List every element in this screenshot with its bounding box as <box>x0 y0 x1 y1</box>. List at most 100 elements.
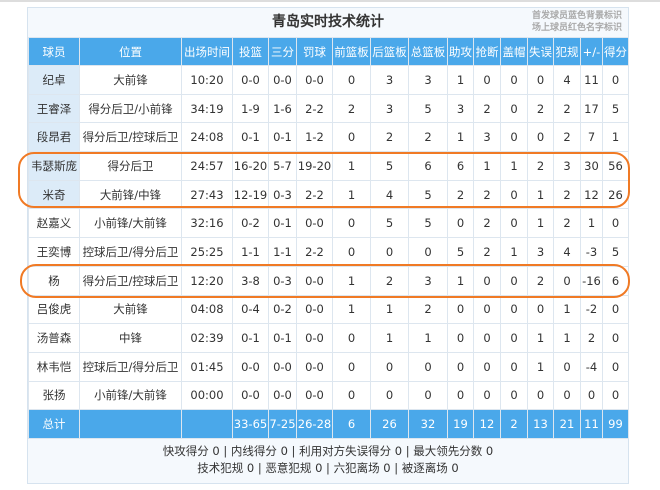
player-name[interactable]: 杨 <box>28 265 80 296</box>
stat-cell: 5 <box>447 237 474 267</box>
stat-cell: 27:43 <box>181 179 233 210</box>
stat-cell: 得分后卫/控球后卫 <box>79 265 182 296</box>
column-header[interactable]: 失误 <box>527 37 554 66</box>
stat-cell: 0 <box>473 265 501 296</box>
stat-cell: 1-1 <box>232 237 269 267</box>
column-header[interactable]: 犯规 <box>553 37 581 66</box>
stat-cell: 0 <box>602 351 629 382</box>
stat-cell: 30 <box>580 151 603 181</box>
player-name[interactable]: 纪卓 <box>28 65 80 95</box>
column-header[interactable]: +/- <box>580 37 603 66</box>
stat-cell: 小前锋/大前锋 <box>79 380 182 411</box>
stat-cell: 0 <box>553 380 581 411</box>
total-cell: 19 <box>447 409 474 440</box>
column-header[interactable]: 得分 <box>602 37 629 66</box>
stat-cell: 0-0 <box>296 208 333 239</box>
stat-cell: 0 <box>527 380 554 411</box>
stat-cell: 0 <box>370 380 409 411</box>
player-name[interactable]: 赵嘉义 <box>28 208 80 239</box>
player-name[interactable]: 王奕博 <box>28 237 80 267</box>
column-header[interactable]: 后篮板 <box>370 37 409 66</box>
column-header[interactable]: 投篮 <box>232 37 269 66</box>
player-name[interactable]: 林韦恺 <box>28 351 80 382</box>
column-header[interactable]: 球员 <box>28 37 80 66</box>
stat-cell: 0 <box>370 351 409 382</box>
stat-cell: 0 <box>408 237 448 267</box>
stat-cell: 6 <box>408 151 448 181</box>
column-header[interactable]: 出场时间 <box>181 37 233 66</box>
stat-cell: 2 <box>527 151 554 181</box>
stat-cell: 5 <box>370 208 409 239</box>
stat-cell: 17 <box>580 93 603 124</box>
stat-cell: 34:19 <box>181 93 233 124</box>
total-cell: 99 <box>602 409 629 440</box>
stat-cell: 01:45 <box>181 351 233 382</box>
stat-cell: 1 <box>332 179 371 210</box>
panel-title: 青岛实时技术统计 首发球员蓝色背景标识 场上球员红色名字标识 <box>28 8 628 37</box>
stat-cell: 0 <box>527 65 554 95</box>
stat-cell: 0 <box>473 351 501 382</box>
legend-starter: 首发球员蓝色背景标识 <box>531 11 622 21</box>
stat-cell: 5 <box>408 208 448 239</box>
column-header[interactable]: 助攻 <box>447 37 474 66</box>
stat-cell: -3 <box>580 237 603 267</box>
summary-footer: 快攻得分 0 | 内线得分 0 | 利用对方失误得分 0 | 最大领先分数 0 … <box>28 439 628 483</box>
stat-cell: 控球后卫/得分后卫 <box>79 237 182 267</box>
column-header[interactable]: 罚球 <box>296 37 333 66</box>
stat-cell: 0 <box>580 380 603 411</box>
stat-cell: 0 <box>553 351 581 382</box>
player-name[interactable]: 韦瑟斯庞 <box>28 151 80 181</box>
stat-cell: 2-2 <box>296 93 333 124</box>
stat-cell: 2-2 <box>296 237 333 267</box>
stat-cell: 0 <box>500 380 528 411</box>
stat-cell: 0-0 <box>268 351 297 382</box>
player-name[interactable]: 汤普森 <box>28 323 80 353</box>
column-header[interactable]: 前篮板 <box>332 37 371 66</box>
stat-cell: 0-1 <box>232 122 269 153</box>
stat-cell: 12-19 <box>232 179 269 210</box>
stat-cell: 0 <box>500 179 528 210</box>
player-name[interactable]: 段昂君 <box>28 122 80 153</box>
stat-cell: 0 <box>332 323 371 353</box>
stat-cell: 1-9 <box>232 93 269 124</box>
stat-cell: 24:08 <box>181 122 233 153</box>
stat-cell: 2 <box>553 93 581 124</box>
total-cell: 13 <box>527 409 554 440</box>
stat-cell: 26 <box>602 179 629 210</box>
stat-cell: -2 <box>580 294 603 325</box>
stat-cell: 7 <box>580 122 603 153</box>
total-cell: 26-28 <box>296 409 333 440</box>
total-cell: 11 <box>580 409 603 440</box>
column-header[interactable]: 位置 <box>79 37 182 66</box>
stat-cell: 25:25 <box>181 237 233 267</box>
stat-cell: 24:57 <box>181 151 233 181</box>
player-name[interactable]: 吕俊虎 <box>28 294 80 325</box>
stat-cell: 0-0 <box>296 323 333 353</box>
player-name[interactable]: 米奇 <box>28 179 80 210</box>
stat-cell: 1 <box>500 237 528 267</box>
player-row: 赵嘉义 小前锋/大前锋 32:16 0-2 0-1 0-0 0 5 5 0 2 0 1 2 1 0 <box>28 208 629 239</box>
stat-cell: 32:16 <box>181 208 233 239</box>
stat-cell: 大前锋 <box>79 294 182 325</box>
column-header[interactable]: 三分 <box>268 37 297 66</box>
header-row: 球员 位置 出场时间 投篮 三分 罚球 前篮板 后篮板 总篮板 助攻 抢断 盖帽 失误 犯规 +/- 得分 <box>28 37 629 66</box>
stat-cell: 0 <box>500 208 528 239</box>
stat-cell: 3 <box>527 237 554 267</box>
player-name[interactable]: 张扬 <box>28 380 80 411</box>
column-header[interactable]: 抢断 <box>473 37 501 66</box>
stat-cell: 0-3 <box>268 179 297 210</box>
stat-cell: 0 <box>500 351 528 382</box>
stat-cell: 4 <box>553 65 581 95</box>
column-header[interactable]: 盖帽 <box>500 37 528 66</box>
stat-cell: 1 <box>332 294 371 325</box>
player-name[interactable]: 王睿泽 <box>28 93 80 124</box>
stat-cell: 1-6 <box>268 93 297 124</box>
stat-cell: 1 <box>370 323 409 353</box>
stat-cell: 2 <box>473 93 501 124</box>
stat-cell: 5 <box>602 93 629 124</box>
stat-cell: 16-20 <box>232 151 269 181</box>
stat-cell: 1 <box>527 351 554 382</box>
stat-cell: 19-20 <box>296 151 333 181</box>
column-header[interactable]: 总篮板 <box>408 37 448 66</box>
total-cell: 总计 <box>28 409 80 440</box>
